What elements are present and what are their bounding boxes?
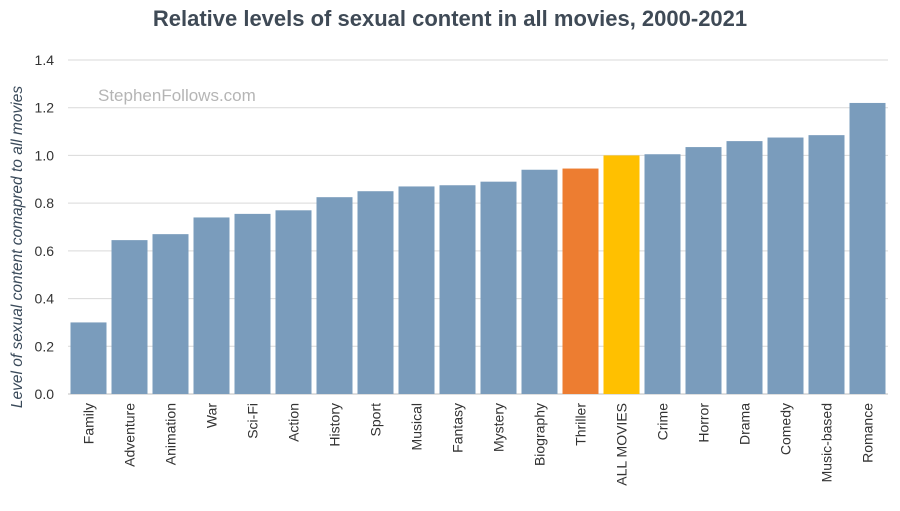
- bar-all-movies: [603, 155, 640, 394]
- category-labels: Family Adventure Animation War Sci-Fi Action H…: [81, 403, 876, 486]
- category-label: Sci-Fi: [245, 403, 261, 439]
- y-tick-label: 1.2: [35, 100, 55, 116]
- bar-horror: [685, 147, 722, 394]
- bar-mystery: [480, 181, 517, 394]
- category-label: War: [204, 403, 220, 428]
- bar-history: [316, 197, 353, 394]
- bar-family: [70, 322, 107, 394]
- category-label: Thriller: [573, 403, 589, 446]
- bars-layer: [70, 102, 886, 395]
- y-axis-label: Level of sexual content comapred to all …: [9, 86, 26, 408]
- bar-thriller: [562, 168, 599, 394]
- bar-sport: [357, 191, 394, 394]
- bar-romance: [849, 102, 886, 394]
- category-label: Action: [286, 403, 302, 442]
- y-tick-label: 0.6: [35, 243, 55, 259]
- bar-animation: [152, 234, 189, 394]
- category-label: Family: [81, 403, 97, 444]
- y-tick-label: 1.4: [35, 52, 55, 68]
- bar-crime: [644, 154, 681, 394]
- chart-title: Relative levels of sexual content in all…: [152, 6, 748, 31]
- y-tick-label: 0.2: [35, 338, 55, 354]
- category-label: Comedy: [778, 403, 794, 455]
- category-label: Adventure: [122, 403, 138, 467]
- bar-action: [275, 210, 312, 394]
- y-tick-labels: 0.0 0.2 0.4 0.6 0.8 1.0 1.2 1.4: [35, 52, 55, 402]
- bar-sci-fi: [234, 213, 271, 394]
- y-tick-label: 0.0: [35, 386, 55, 402]
- bar-comedy: [767, 137, 804, 395]
- watermark: StephenFollows.com: [98, 86, 256, 105]
- category-label: History: [327, 403, 343, 447]
- bar-music-based: [808, 135, 845, 394]
- bar-musical: [398, 186, 435, 394]
- category-label: Music-based: [819, 403, 835, 482]
- category-label: Musical: [409, 403, 425, 450]
- category-label: Biography: [532, 403, 548, 466]
- category-label: Drama: [737, 403, 753, 445]
- category-label: Mystery: [491, 403, 507, 452]
- bar-fantasy: [439, 185, 476, 394]
- bar-biography: [521, 169, 558, 394]
- grid-layer: [68, 59, 888, 395]
- category-label: Crime: [655, 403, 671, 441]
- category-label: Fantasy: [450, 403, 466, 453]
- y-tick-label: 0.8: [35, 195, 55, 211]
- bar-war: [193, 217, 230, 394]
- category-label: Animation: [163, 403, 179, 465]
- y-tick-label: 1.0: [35, 147, 55, 163]
- y-tick-label: 0.4: [35, 291, 55, 307]
- category-label: Romance: [860, 403, 876, 463]
- bar-drama: [726, 141, 763, 394]
- category-label: Horror: [696, 403, 712, 443]
- category-label: Sport: [368, 403, 384, 437]
- bar-adventure: [111, 240, 148, 394]
- category-label: ALL MOVIES: [614, 403, 630, 486]
